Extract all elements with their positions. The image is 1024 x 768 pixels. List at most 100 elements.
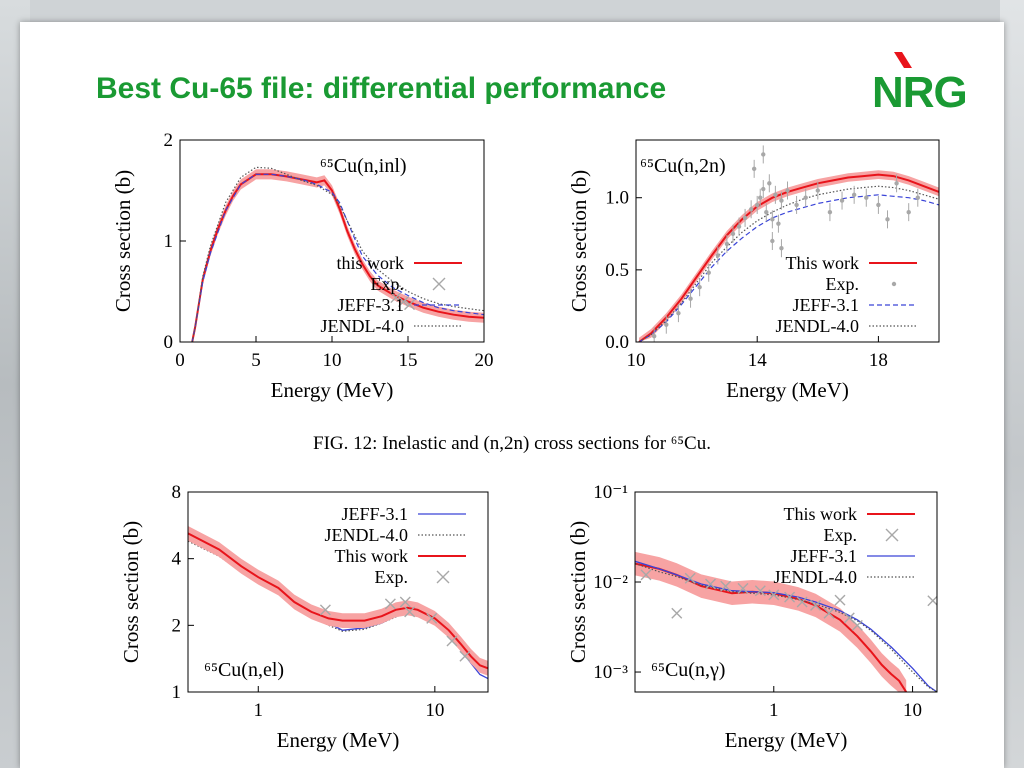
exp-point	[697, 284, 702, 290]
y-tick-label: 10⁻³	[593, 662, 628, 683]
y-axis-label: Cross section (b)	[566, 521, 590, 663]
exp-point	[796, 596, 808, 608]
exp-point	[815, 188, 820, 193]
x-axis-label: Energy (MeV)	[725, 728, 848, 752]
legend-label: JENDL-4.0	[776, 316, 860, 336]
exp-point	[446, 635, 458, 647]
legend-label: JEFF-3.1	[790, 546, 857, 566]
x-tick-label: 10	[323, 350, 342, 371]
exp-point	[768, 589, 780, 601]
uncertainty-band	[192, 169, 484, 342]
y-axis-label: Cross section (b)	[567, 170, 591, 312]
exp-point	[399, 596, 411, 608]
exp-point	[885, 217, 890, 222]
chart-1: 0 5 10 15 20 0 1 2 Energy (MeV) Cross section (b)…	[111, 130, 494, 402]
y-tick-label: 1.0	[605, 188, 629, 209]
exp-point	[724, 241, 730, 247]
series-this-work	[188, 532, 488, 670]
x-tick-label: 14	[748, 350, 768, 371]
reaction-label: ⁶⁵Cu(n,el)	[204, 659, 284, 681]
exp-point	[390, 292, 402, 304]
legend-label: JEFF-3.1	[341, 504, 408, 524]
exp-point	[864, 195, 869, 200]
y-tick-label: 10⁻¹	[593, 482, 628, 503]
exp-point	[810, 599, 822, 611]
exp-point	[876, 202, 881, 208]
exp-point	[773, 192, 778, 198]
x-tick-label: 10	[627, 350, 646, 371]
exp-point	[671, 607, 683, 619]
exp-point	[785, 188, 790, 193]
exp-point	[676, 310, 681, 316]
exp-point	[758, 195, 763, 200]
exp-point	[705, 578, 717, 590]
figure-caption: FIG. 12: Inelastic and (n,2n) cross sect…	[313, 433, 711, 454]
plot-area	[635, 551, 937, 692]
y-tick-label: 0	[164, 332, 174, 353]
exp-point	[784, 591, 796, 603]
plot-frame	[635, 139, 940, 343]
exp-point	[776, 221, 781, 226]
exp-point	[742, 215, 748, 221]
exp-point	[851, 192, 857, 198]
exp-point	[927, 595, 937, 607]
x-tick-label: 0	[175, 350, 185, 371]
logo-red-accent	[894, 52, 912, 68]
legend-swatch	[436, 570, 450, 584]
exp-point	[688, 296, 693, 301]
y-axis-label: Cross section (b)	[119, 521, 143, 663]
legend-label: JENDL-4.0	[774, 567, 858, 587]
x-tick-label: 5	[251, 350, 261, 371]
exp-point	[404, 606, 416, 618]
chart-2: 10 14 18 0.0 0.5 1.0 Energy (MeV) Cross section…	[567, 139, 940, 402]
x-tick-label: 20	[475, 350, 494, 371]
exp-point	[754, 585, 766, 597]
background-right	[1000, 0, 1024, 768]
exp-point	[894, 181, 899, 186]
y-tick-label: 4	[172, 549, 182, 570]
exp-point	[459, 650, 471, 662]
legend-label: this work	[337, 253, 405, 273]
legend-label: Exp.	[375, 567, 409, 587]
legend-label: JENDL-4.0	[325, 525, 409, 545]
y-tick-label: 2	[164, 130, 174, 151]
y-tick-label: 2	[172, 615, 182, 636]
plot-area	[638, 145, 939, 342]
slide-title: Best Cu-65 file: differential performanc…	[96, 72, 667, 105]
exp-point	[764, 209, 769, 215]
legend-label: Exp.	[826, 274, 860, 294]
legend-swatch	[891, 281, 897, 287]
exp-point	[834, 594, 846, 606]
plot-frame	[187, 491, 489, 693]
chart-3: 1 10 1 2 4 8 Energy (MeV) Cross section (b) ⁶⁵Cu…	[119, 482, 489, 752]
exp-point	[384, 598, 396, 610]
exp-point	[397, 296, 409, 308]
exp-point	[426, 612, 438, 624]
exp-point	[640, 569, 652, 581]
exp-point	[404, 299, 416, 311]
x-tick-label: 1	[769, 700, 779, 721]
y-tick-label: 1	[164, 231, 174, 252]
plot-frame	[634, 491, 938, 693]
exp-point	[779, 198, 784, 203]
legend-label: This work	[786, 253, 860, 273]
legend-label: JENDL-4.0	[321, 316, 405, 336]
exp-point	[767, 181, 772, 186]
exp-point	[915, 195, 920, 200]
y-tick-label: 10⁻²	[593, 572, 628, 593]
series-jeff	[191, 173, 484, 342]
exp-point	[827, 209, 833, 215]
nrg-logo-mark	[894, 52, 912, 68]
exp-point	[720, 580, 732, 592]
x-tick-label: 10	[903, 700, 922, 721]
exp-point	[761, 152, 766, 157]
exp-point	[770, 238, 775, 244]
exp-point	[715, 253, 721, 258]
x-tick-label: 18	[869, 350, 888, 371]
x-axis-label: Energy (MeV)	[271, 378, 394, 402]
exp-point	[779, 246, 784, 251]
reaction-label: ⁶⁵Cu(n,2n)	[640, 155, 726, 177]
y-tick-label: 1	[172, 682, 182, 703]
